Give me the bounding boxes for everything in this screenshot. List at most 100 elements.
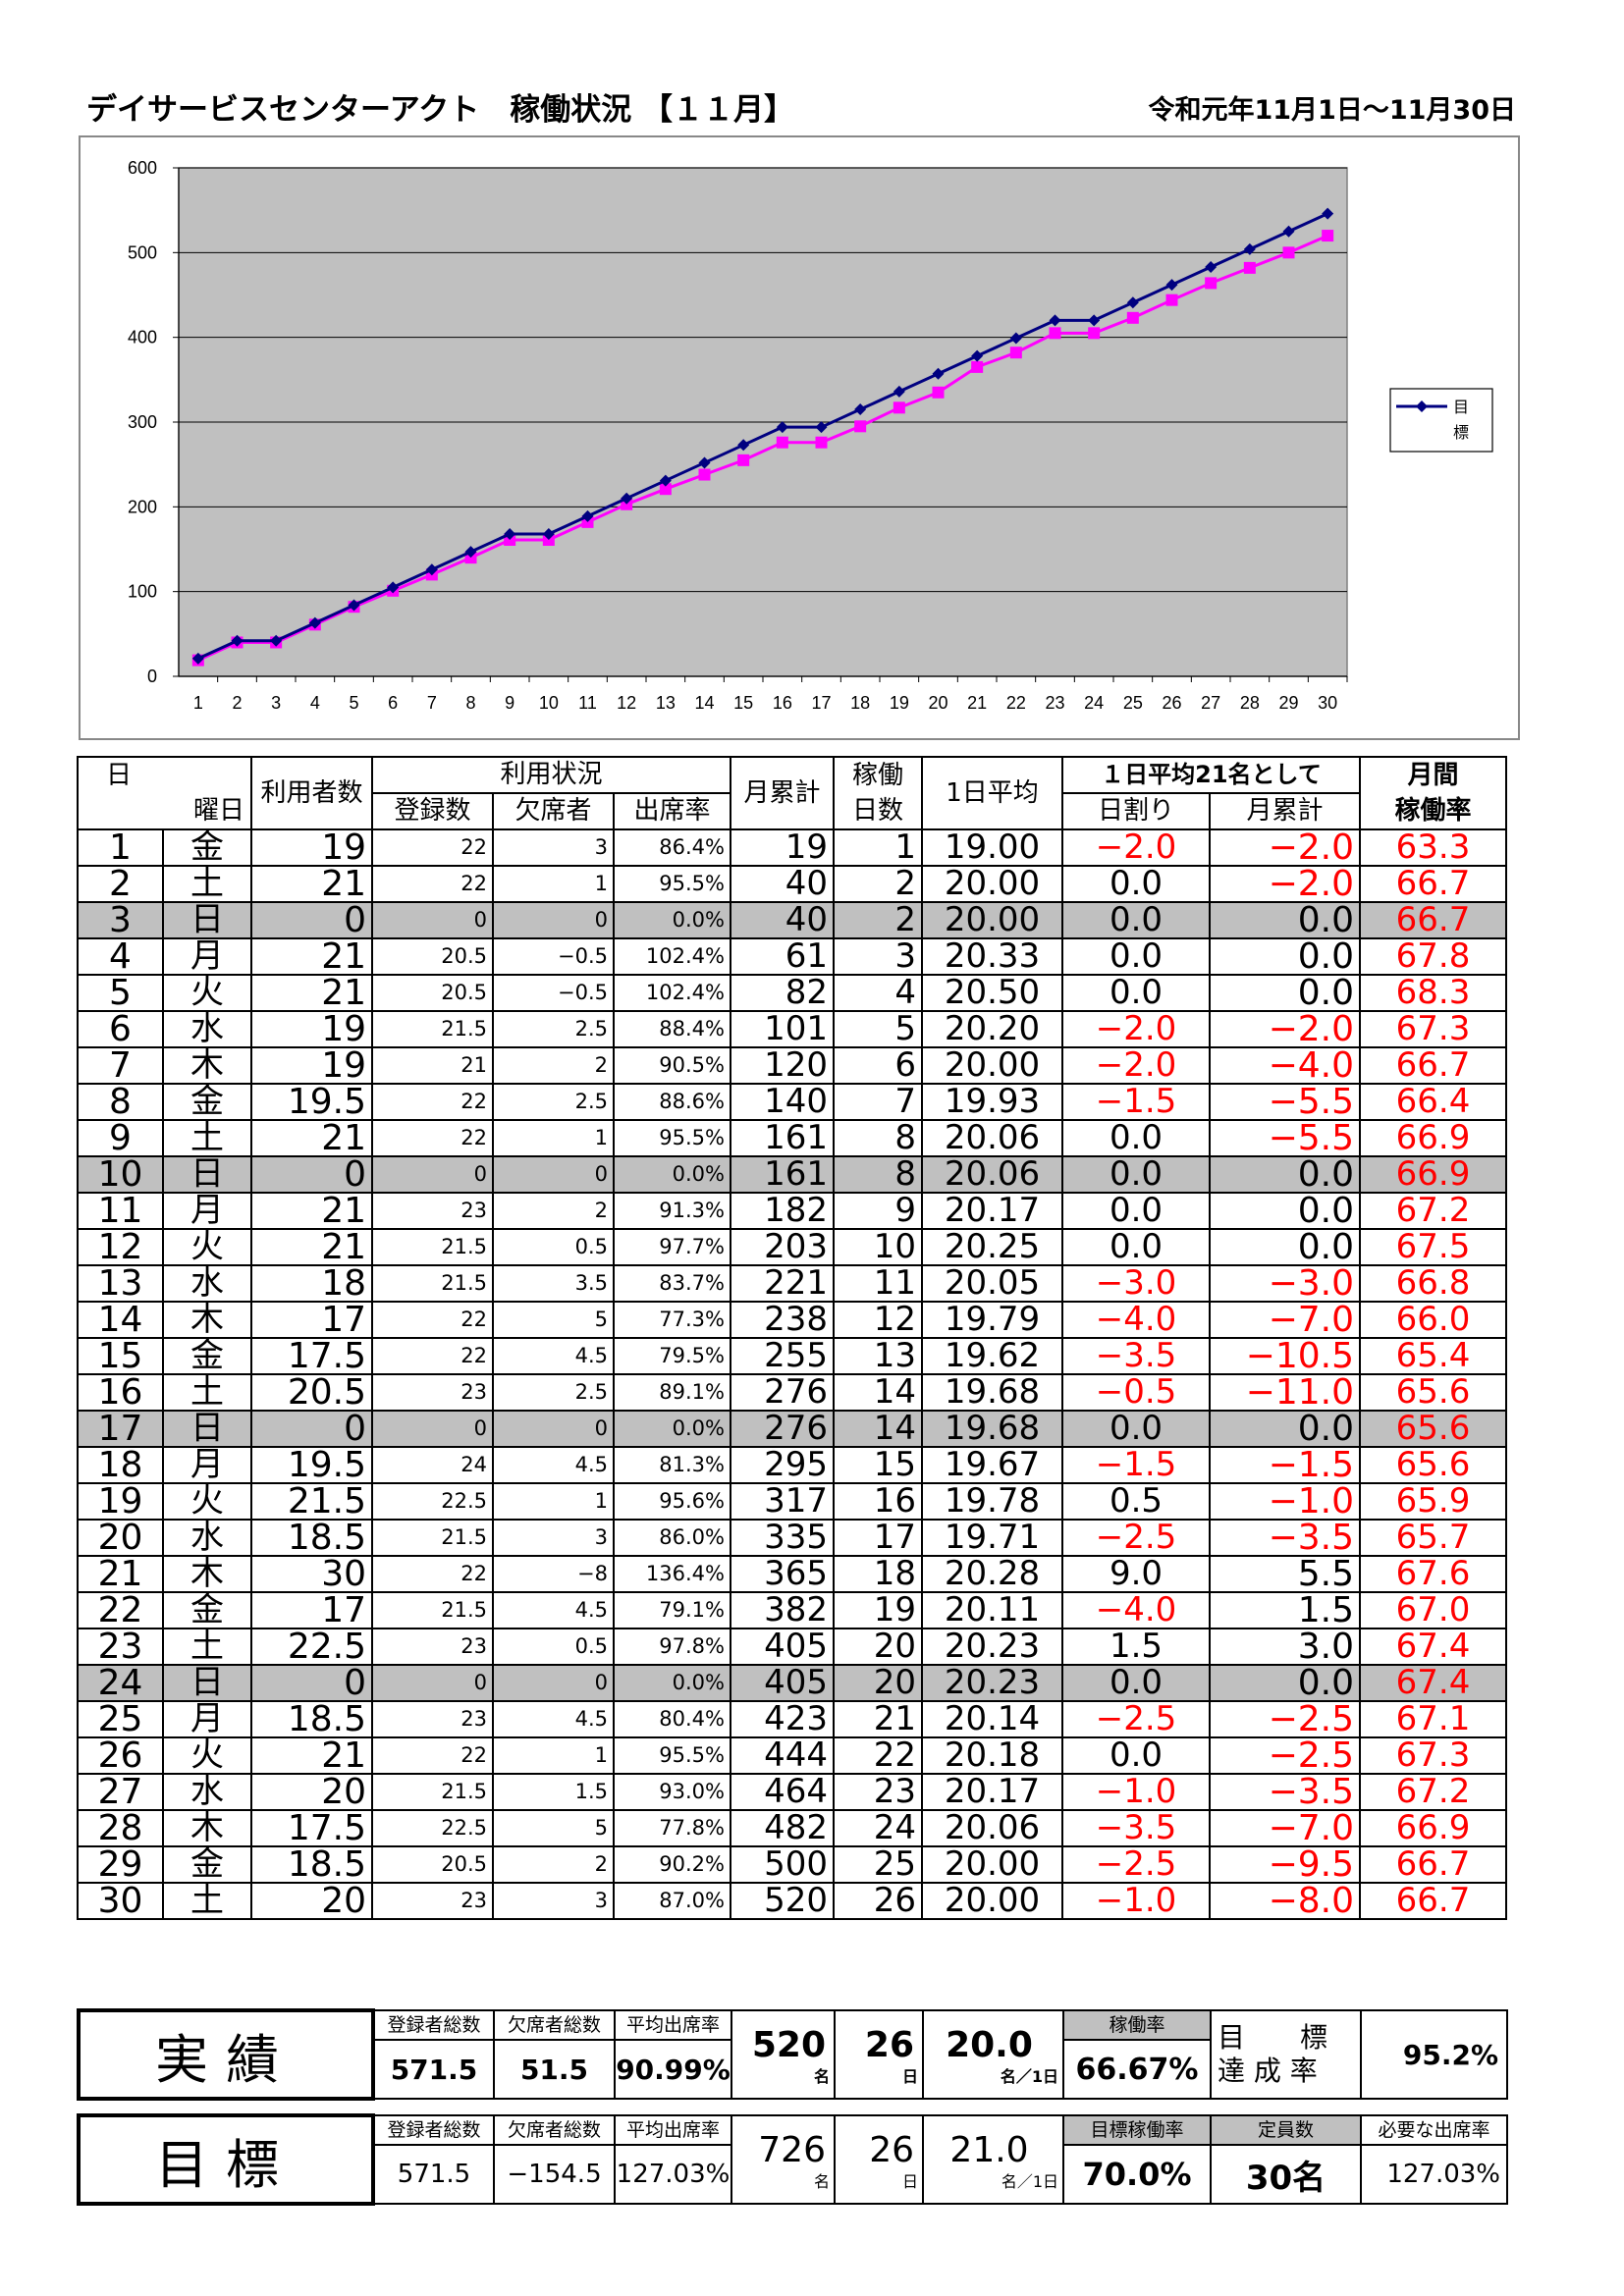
op-days-cell: 24 [833,1809,923,1847]
attendance-rate-cell: 0.0% [613,901,731,939]
month-total-cell: 444 [730,1736,835,1775]
monthly-rate-cell: 65.6 [1359,1373,1507,1412]
registered-cell: 21.5 [371,1773,494,1811]
monthly-rate-cell: 66.4 [1359,1083,1507,1121]
table-row: 12 火 21 21.5 0.5 97.7% 203 10 20.25 0.0 0.0 67.5 [77,1228,1507,1266]
day-cell: 27 [77,1773,164,1811]
cum-diff-cell: −3.0 [1209,1264,1361,1303]
actual-daily-avg-unit: 名／1日 [1000,2067,1058,2086]
users-cell: 19 [250,1046,373,1085]
cum-diff-cell: −2.5 [1209,1700,1361,1738]
attendance-rate-cell: 97.8% [613,1628,731,1666]
op-days-cell: 8 [833,1155,923,1194]
series-2-point [1088,327,1101,340]
registered-cell: 0 [371,1664,494,1702]
cum-diff-cell: −10.5 [1209,1337,1361,1375]
weekday-cell: 土 [162,1373,252,1412]
target-achievement-label: 目 標 達 成 率 [1210,2009,1362,2100]
month-total-cell: 276 [730,1410,835,1448]
cum-diff-cell: 0.0 [1209,974,1361,1012]
daily-avg-cell: 20.00 [921,1845,1063,1884]
absent-cell: 1.5 [492,1773,615,1811]
daily-avg-cell: 20.11 [921,1591,1063,1629]
table-row: 16 土 20.5 23 2.5 89.1% 276 14 19.68 −0.5 −11.0 65.6 [77,1373,1507,1412]
day-cell: 8 [77,1083,164,1121]
op-days-cell: 15 [833,1446,923,1484]
table-row: 17 日 0 0 0 0.0% 276 14 19.68 0.0 0.0 65.6 [77,1410,1507,1448]
legend-marker [1416,400,1428,412]
x-tick-label: 5 [349,693,358,713]
target-cap-target-op: 目標稼働率 [1062,2114,1212,2146]
table-row: 26 火 21 22 1 95.5% 444 22 20.18 0.0 −2.5 67.3 [77,1736,1507,1775]
weekday-cell: 月 [162,1700,252,1738]
table-row: 7 木 19 21 2 90.5% 120 6 20.00 −2.0 −4.0 66.7 [77,1046,1507,1085]
registered-cell: 20.5 [371,1845,494,1884]
series-2-point [542,534,555,547]
registered-cell: 22 [371,1301,494,1339]
weekday-cell: 日 [162,1664,252,1702]
daily-avg-cell: 20.17 [921,1192,1063,1230]
daily-diff-cell: −2.0 [1061,828,1211,867]
users-cell: 21 [250,1736,373,1775]
actual-users: 520 [751,2025,826,2065]
header-day: 日 [77,756,252,793]
monthly-rate-cell: 67.4 [1359,1628,1507,1666]
x-tick-label: 29 [1278,693,1298,713]
month-total-cell: 382 [730,1591,835,1629]
registered-cell: 20.5 [371,974,494,1012]
series-1-point [932,367,945,380]
month-total-cell: 405 [730,1628,835,1666]
target-cap-total-reg: 登録者総数 [372,2114,495,2146]
target-achievement-line1: 目 標 [1218,2021,1328,2054]
month-total-cell: 61 [730,937,835,976]
daily-avg-cell: 19.93 [921,1083,1063,1121]
target-cap-capacity: 定員数 [1210,2114,1362,2146]
cum-diff-cell: −4.0 [1209,1046,1361,1085]
op-days-cell: 8 [833,1119,923,1157]
attendance-rate-cell: 88.4% [613,1010,731,1048]
series-1-point [231,634,244,647]
series-1-point [308,616,321,629]
month-total-cell: 423 [730,1700,835,1738]
actual-cap-total-abs: 欠席者総数 [493,2009,616,2041]
actual-users-unit: 名 [813,2067,830,2086]
table-row: 1 金 19 22 3 86.4% 19 1 19.00 −2.0 −2.0 63.3 [77,828,1507,867]
monthly-rate-cell: 66.7 [1359,1882,1507,1920]
x-tick-label: 3 [271,693,281,713]
daily-diff-cell: 0.0 [1061,937,1211,976]
target-op-rate: 70.0% [1062,2144,1212,2205]
absent-cell: 0.5 [492,1228,615,1266]
day-cell: 22 [77,1591,164,1629]
registered-cell: 22 [371,1119,494,1157]
series-1-line [197,212,1328,661]
daily-diff-cell: 0.0 [1061,1155,1211,1194]
registered-cell: 21.5 [371,1264,494,1303]
month-total-cell: 238 [730,1301,835,1339]
series-2-line [197,234,1328,662]
daily-diff-cell: 0.0 [1061,1119,1211,1157]
cum-diff-cell: 0.0 [1209,1228,1361,1266]
table-row: 25 月 18.5 23 4.5 80.4% 423 21 20.14 −2.5 −2.5 67.1 [77,1700,1507,1738]
monthly-rate-cell: 66.9 [1359,1155,1507,1194]
month-total-cell: 101 [730,1010,835,1048]
weekday-cell: 土 [162,1119,252,1157]
absent-cell: −0.5 [492,974,615,1012]
series-2-point [464,552,477,564]
op-days-cell: 10 [833,1228,923,1266]
header-month-total: 月累計 [730,756,835,830]
attendance-rate-cell: 93.0% [613,1773,731,1811]
daily-avg-cell: 20.18 [921,1736,1063,1775]
attendance-rate-cell: 102.4% [613,974,731,1012]
weekday-cell: 木 [162,1046,252,1085]
attendance-rate-cell: 95.6% [613,1482,731,1521]
table-row: 30 土 20 23 3 87.0% 520 26 20.00 −1.0 −8.0 66.7 [77,1882,1507,1920]
op-days-cell: 7 [833,1083,923,1121]
op-days-cell: 14 [833,1410,923,1448]
registered-cell: 22 [371,1555,494,1593]
absent-cell: 5 [492,1301,615,1339]
legend-label-line1: 目 [1453,398,1469,416]
absent-cell: 3 [492,1882,615,1920]
series-2-point [1282,246,1295,259]
target-daily-avg-cell: 21.0 名／1日 [922,2114,1064,2205]
daily-diff-cell: −2.0 [1061,1046,1211,1085]
